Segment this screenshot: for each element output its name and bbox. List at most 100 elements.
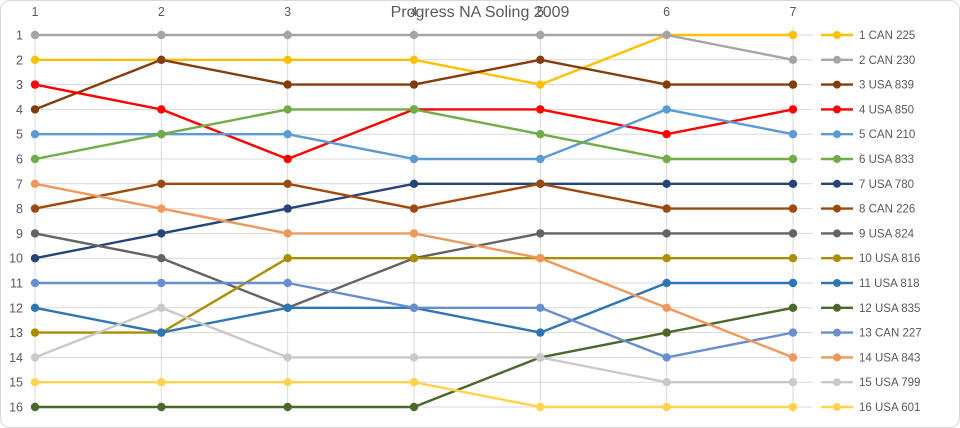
legend-label: 14 USA 843 bbox=[859, 352, 920, 364]
data-point-marker bbox=[788, 130, 798, 139]
data-point-marker bbox=[30, 130, 40, 139]
y-tick-label: 12 bbox=[9, 301, 23, 315]
legend-label: 5 CAN 210 bbox=[859, 129, 915, 141]
data-point-marker bbox=[157, 55, 166, 64]
data-point-marker bbox=[283, 130, 292, 139]
y-tick-label: 2 bbox=[16, 53, 23, 67]
data-point-marker bbox=[30, 303, 40, 312]
data-point-marker bbox=[409, 55, 419, 64]
data-point-marker bbox=[283, 278, 292, 288]
data-point-marker bbox=[788, 204, 798, 213]
legend-marker bbox=[833, 353, 841, 362]
data-point-marker bbox=[283, 402, 292, 412]
data-point-marker bbox=[409, 204, 419, 213]
x-tick-label: 7 bbox=[790, 5, 797, 19]
data-point-marker bbox=[30, 179, 40, 188]
legend-marker bbox=[833, 378, 841, 387]
legend-marker bbox=[833, 155, 841, 163]
data-point-marker bbox=[662, 402, 671, 412]
data-point-marker bbox=[409, 229, 419, 238]
y-tick-label: 16 bbox=[9, 401, 23, 415]
data-point-marker bbox=[662, 130, 671, 139]
legend-marker bbox=[833, 254, 841, 263]
data-point-marker bbox=[536, 402, 545, 412]
x-tick-label: 6 bbox=[663, 5, 670, 19]
data-point-marker bbox=[788, 278, 798, 288]
data-point-marker bbox=[409, 105, 419, 114]
legend-label: 13 CAN 227 bbox=[859, 328, 922, 340]
data-point-marker bbox=[409, 80, 419, 89]
data-point-marker bbox=[536, 80, 545, 89]
data-point-marker bbox=[788, 30, 798, 40]
y-tick-label: 13 bbox=[9, 326, 23, 340]
data-point-marker bbox=[157, 402, 166, 412]
data-point-marker bbox=[283, 353, 292, 362]
y-tick-label: 15 bbox=[9, 376, 23, 390]
data-point-marker bbox=[788, 179, 798, 188]
data-point-marker bbox=[788, 105, 798, 114]
data-point-marker bbox=[30, 80, 40, 89]
legend-label: 6 USA 833 bbox=[859, 154, 914, 166]
data-point-marker bbox=[536, 55, 545, 64]
data-point-marker bbox=[30, 278, 40, 288]
data-point-marker bbox=[283, 30, 292, 40]
data-point-marker bbox=[157, 105, 166, 114]
data-point-marker bbox=[283, 204, 292, 213]
legend-label: 3 USA 839 bbox=[859, 80, 914, 92]
data-point-marker bbox=[283, 55, 292, 64]
data-point-marker bbox=[409, 303, 419, 312]
data-point-marker bbox=[409, 179, 419, 188]
legend-marker bbox=[833, 303, 841, 312]
data-point-marker bbox=[157, 303, 166, 312]
data-point-marker bbox=[157, 179, 166, 188]
y-tick-label: 11 bbox=[10, 277, 23, 291]
legend-marker bbox=[833, 31, 841, 39]
data-point-marker bbox=[536, 105, 545, 114]
legend-marker bbox=[833, 55, 841, 64]
data-point-marker bbox=[536, 30, 545, 40]
data-point-marker bbox=[788, 402, 798, 412]
legend-marker bbox=[833, 403, 841, 411]
data-point-marker bbox=[157, 204, 166, 213]
legend-label: 8 CAN 226 bbox=[859, 204, 915, 216]
y-tick-label: 7 bbox=[16, 177, 23, 191]
x-tick-label: 3 bbox=[284, 5, 291, 19]
data-point-marker bbox=[662, 328, 671, 337]
legend-marker bbox=[833, 229, 841, 238]
x-tick-label: 4 bbox=[411, 5, 418, 19]
data-point-marker bbox=[409, 154, 419, 164]
data-point-marker bbox=[662, 254, 671, 263]
legend-marker bbox=[833, 328, 841, 337]
data-point-marker bbox=[283, 154, 292, 164]
data-point-marker bbox=[157, 378, 166, 387]
data-point-marker bbox=[157, 30, 166, 40]
legend-marker bbox=[833, 105, 841, 114]
data-point-marker bbox=[662, 303, 671, 312]
data-point-marker bbox=[409, 254, 419, 263]
data-point-marker bbox=[788, 154, 798, 164]
data-point-marker bbox=[283, 378, 292, 387]
data-point-marker bbox=[662, 80, 671, 89]
data-point-marker bbox=[283, 105, 292, 114]
data-point-marker bbox=[30, 254, 40, 263]
legend-label: 4 USA 850 bbox=[859, 104, 914, 116]
data-point-marker bbox=[30, 55, 40, 64]
legend-label: 2 CAN 230 bbox=[859, 55, 915, 67]
data-point-marker bbox=[788, 303, 798, 312]
data-point-marker bbox=[662, 229, 671, 238]
x-tick-label: 5 bbox=[537, 5, 544, 19]
data-point-marker bbox=[157, 328, 166, 337]
legend-marker bbox=[833, 80, 841, 89]
data-point-marker bbox=[283, 80, 292, 89]
data-point-marker bbox=[662, 204, 671, 213]
legend-label: 11 USA 818 bbox=[859, 278, 920, 290]
y-tick-label: 10 bbox=[9, 252, 23, 266]
data-point-marker bbox=[157, 229, 166, 238]
data-point-marker bbox=[536, 353, 545, 362]
y-tick-label: 4 bbox=[16, 103, 23, 117]
data-point-marker bbox=[662, 105, 671, 114]
data-point-marker bbox=[409, 378, 419, 387]
data-point-marker bbox=[30, 229, 40, 238]
